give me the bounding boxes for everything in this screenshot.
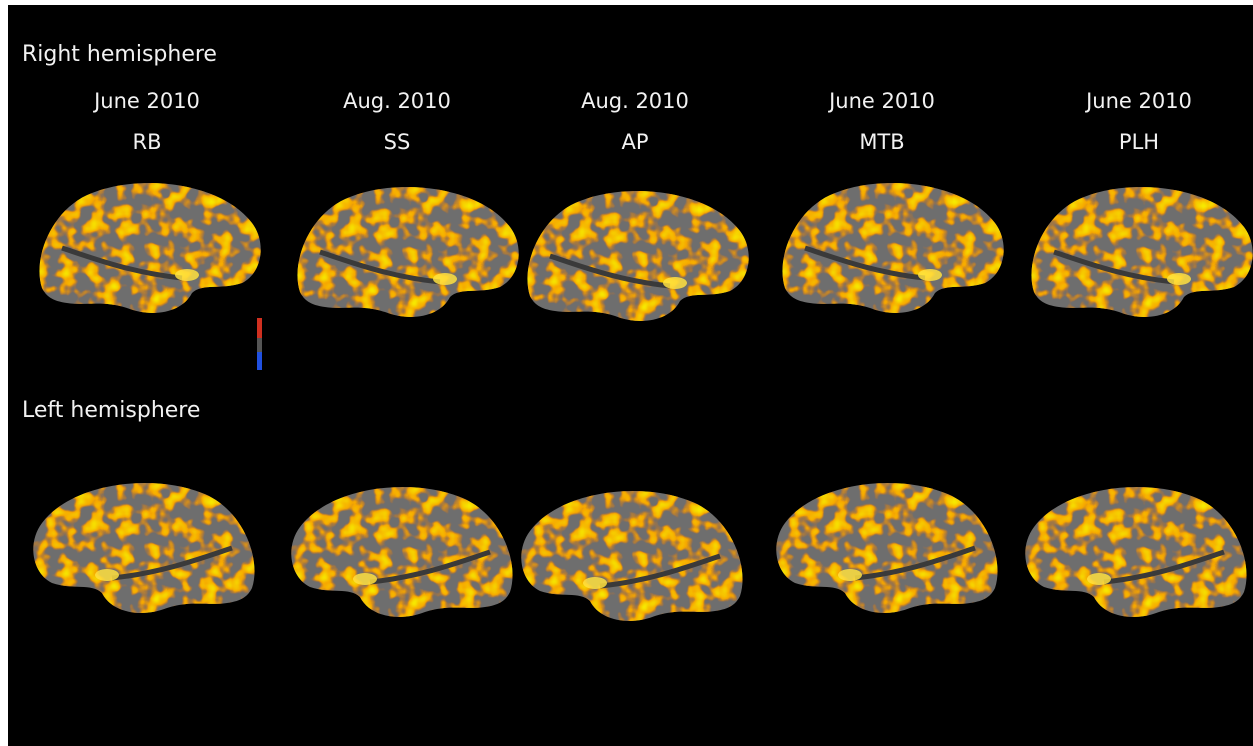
subject-id: RB bbox=[133, 130, 162, 154]
subject-date: June 2010 bbox=[92, 89, 200, 113]
figure: Right hemisphere Left hemisphere June 20… bbox=[0, 0, 1253, 746]
hotspot bbox=[433, 273, 457, 285]
section-title: Right hemisphere bbox=[22, 42, 217, 67]
hotspot bbox=[838, 569, 862, 581]
subject-id: AP bbox=[621, 130, 648, 154]
subject-id: SS bbox=[384, 130, 411, 154]
subject-date: Aug. 2010 bbox=[581, 89, 689, 113]
subject-date: June 2010 bbox=[827, 89, 935, 113]
color-bar bbox=[257, 318, 262, 370]
subject-id: MTB bbox=[859, 130, 904, 154]
hotspot bbox=[663, 277, 687, 289]
subject-id: PLH bbox=[1119, 130, 1159, 154]
hotspot bbox=[918, 269, 942, 281]
page: Right hemisphere Left hemisphere June 20… bbox=[0, 0, 1253, 746]
hotspot bbox=[1087, 573, 1111, 585]
hotspot bbox=[175, 269, 199, 281]
hotspot bbox=[583, 577, 607, 589]
section-title: Left hemisphere bbox=[22, 398, 200, 423]
hotspot bbox=[95, 569, 119, 581]
subject-date: June 2010 bbox=[1084, 89, 1192, 113]
hotspot bbox=[1167, 273, 1191, 285]
background bbox=[8, 5, 1253, 746]
hotspot bbox=[353, 573, 377, 585]
subject-date: Aug. 2010 bbox=[343, 89, 451, 113]
